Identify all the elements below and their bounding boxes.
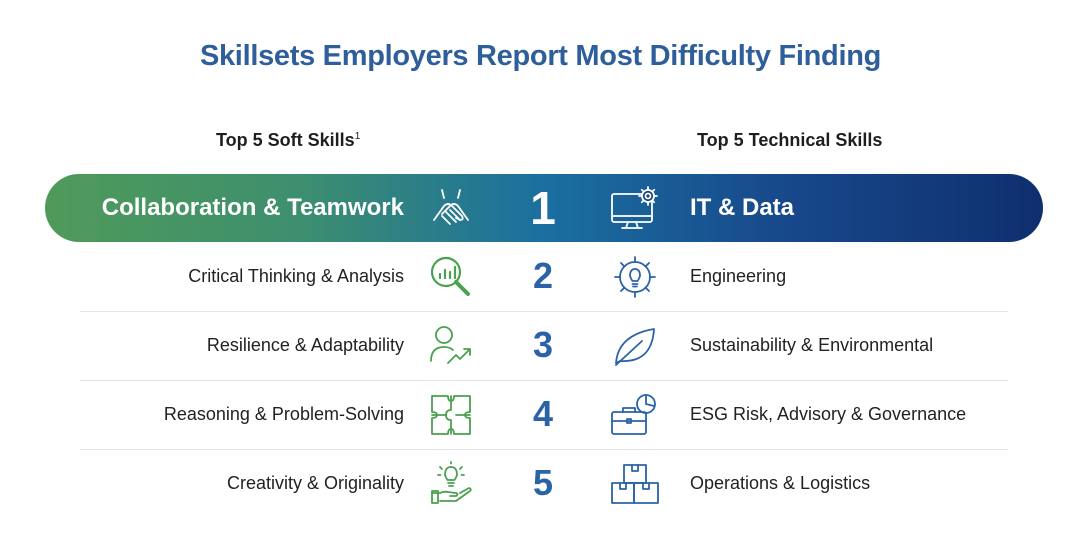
boxes-icon — [608, 461, 662, 507]
handshake-icon — [428, 186, 474, 232]
soft-skill-label: Reasoning & Problem-Solving — [163, 404, 404, 424]
row-divider — [80, 311, 1008, 312]
soft-skill-label: Critical Thinking & Analysis — [188, 266, 404, 286]
page-title: Skillsets Employers Report Most Difficul… — [199, 40, 882, 72]
top-rank-banner — [45, 174, 1043, 242]
rank-row-3: Resilience & Adaptability 3 Sustainabili… — [0, 311, 1081, 379]
briefcase-chart-icon — [608, 392, 662, 438]
soft-skills-header-label: Top 5 Soft Skills — [216, 130, 355, 150]
rank-number: 4 — [532, 393, 554, 434]
rank-number: 1 — [530, 182, 556, 234]
leaf-icon — [608, 323, 662, 369]
soft-skill-label: Creativity & Originality — [226, 473, 404, 493]
rank-row-4: Reasoning & Problem-Solving 4 ESG Risk, … — [0, 380, 1081, 448]
rank-number: 3 — [532, 324, 554, 365]
rank-row-5: Creativity & Originality 5 Operations & … — [0, 449, 1081, 517]
technical-skill-label: Sustainability & Environmental — [690, 335, 934, 355]
technical-skill-label: IT & Data — [690, 194, 795, 221]
soft-skills-header: Top 5 Soft Skills1 — [216, 130, 360, 151]
soft-skill-label: Resilience & Adaptability — [206, 335, 404, 355]
gear-bulb-icon — [608, 254, 662, 300]
technical-skill-label: ESG Risk, Advisory & Governance — [690, 404, 967, 424]
technical-skill-label: Engineering — [690, 266, 787, 286]
row-divider — [80, 380, 1008, 381]
rank-number: 2 — [532, 255, 554, 296]
puzzle-icon — [428, 392, 474, 438]
technical-skill-label: Operations & Logistics — [690, 473, 871, 493]
magnifier-chart-icon — [428, 254, 474, 300]
technical-skills-header: Top 5 Technical Skills — [697, 130, 883, 150]
rank-number: 5 — [532, 462, 554, 503]
monitor-gear-icon — [608, 186, 662, 232]
rank-row-1: Collaboration & Teamwork 1 IT & Data — [0, 174, 1081, 242]
person-growth-icon — [428, 323, 474, 369]
soft-skill-label: Collaboration & Teamwork — [101, 194, 404, 221]
rank-row-2: Critical Thinking & Analysis 2 Engineeri… — [0, 242, 1081, 310]
row-divider — [80, 449, 1008, 450]
footnote-marker: 1 — [354, 131, 361, 142]
hand-bulb-icon — [428, 461, 474, 507]
